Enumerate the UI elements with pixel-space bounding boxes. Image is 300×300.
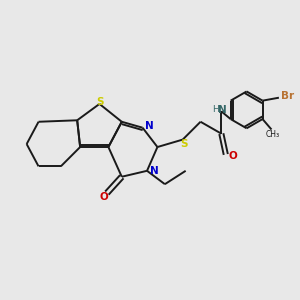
Text: Br: Br (281, 91, 294, 101)
Text: O: O (229, 151, 238, 161)
Text: N: N (218, 105, 227, 115)
Text: O: O (100, 192, 108, 202)
Text: S: S (180, 139, 188, 149)
Text: CH₃: CH₃ (266, 130, 280, 139)
Text: N: N (145, 121, 154, 131)
Text: H: H (213, 105, 219, 114)
Text: S: S (96, 97, 104, 107)
Text: N: N (150, 166, 159, 176)
